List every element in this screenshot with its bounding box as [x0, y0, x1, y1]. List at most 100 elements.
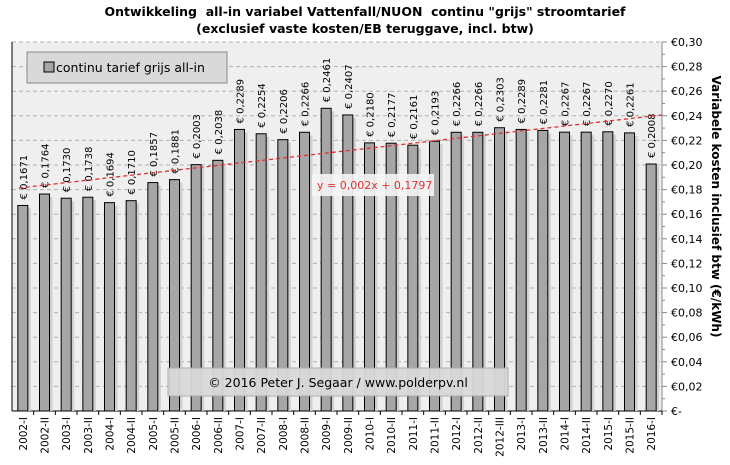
trendline	[18, 114, 663, 189]
data-label: € 0,1738	[84, 147, 95, 192]
y-axis-label: Variabele kosten inclusief btw (€/kWh)	[709, 76, 723, 338]
data-label: € 0,2266	[452, 82, 463, 127]
data-label: € 0,2281	[539, 80, 550, 125]
data-label: € 0,1881	[171, 129, 182, 174]
bar	[234, 128, 245, 412]
y-tick-label: €0,16	[671, 208, 703, 221]
y-tick-label: €0,30	[671, 36, 703, 49]
data-label: € 0,2177	[387, 93, 398, 138]
bar	[17, 204, 29, 412]
x-tick-label: 2007-I	[235, 417, 247, 451]
data-label: € 0,1694	[106, 152, 117, 197]
bar	[364, 142, 375, 412]
x-tick-label: 2011-I	[408, 417, 420, 451]
chart-subtitle: (exclusief vaste kosten/EB teruggave, in…	[196, 21, 534, 36]
data-label: € 0,2180	[366, 92, 377, 137]
x-tick-label: 2010-II	[386, 417, 398, 454]
bar	[125, 200, 137, 412]
bar	[212, 159, 224, 412]
x-tick-label: 2014-I	[560, 417, 572, 451]
y-tick-label: €0,20	[671, 159, 703, 172]
bar	[559, 131, 570, 412]
y-tick-label: €0,14	[671, 233, 703, 246]
legend-label: continu tarief grijs all-in	[56, 60, 205, 75]
x-tick-label: 2015-II	[625, 417, 637, 454]
x-tick-label: 2008-II	[300, 417, 312, 454]
data-label: € 0,2206	[279, 89, 290, 134]
bar	[320, 107, 332, 412]
plot-area	[12, 42, 662, 411]
data-label: € 0,2289	[236, 79, 247, 124]
y-tick-label: €-	[671, 405, 682, 418]
x-tick-label: 2008-I	[278, 417, 290, 451]
data-label: € 0,2303	[496, 77, 507, 122]
bar	[407, 144, 419, 412]
x-tick-label: 2006-I	[191, 417, 203, 451]
bar	[624, 132, 635, 412]
trendline-label-bg	[312, 174, 434, 196]
x-tick-label: 2012-III	[495, 417, 507, 457]
bar	[147, 182, 159, 412]
bar	[255, 133, 267, 412]
copyright-text: © 2016 Peter J. Segaar / www.polderpv.nl	[208, 375, 468, 390]
y-tick-label: €0,02	[671, 380, 703, 393]
x-tick-label: 2009-I	[321, 417, 333, 451]
data-label: € 0,1764	[41, 143, 52, 188]
bar	[82, 196, 94, 412]
y-tick-label: €0,28	[671, 61, 703, 74]
x-tick-label: 2016-I	[646, 417, 658, 451]
y-tick-label: €0,24	[671, 110, 703, 123]
bar	[515, 128, 527, 412]
data-label: € 0,1671	[19, 155, 30, 200]
x-tick-label: 2002-I	[18, 417, 30, 451]
x-tick-label: 2012-I	[451, 417, 463, 451]
data-label: € 0,2254	[257, 83, 268, 128]
data-label: € 0,2008	[647, 113, 658, 158]
data-label: € 0,2407	[344, 64, 355, 109]
copyright-box	[167, 367, 509, 397]
x-tick-label: 2013-I	[516, 417, 528, 451]
data-label: € 0,2289	[517, 79, 528, 124]
x-tick-label: 2009-II	[343, 417, 355, 454]
x-tick-label: 2013-II	[538, 417, 550, 454]
x-tick-label: 2010-I	[365, 417, 377, 451]
data-label: € 0,2461	[322, 58, 333, 103]
legend	[26, 51, 228, 84]
data-label: € 0,2266	[474, 82, 485, 127]
trendline-equation: y = 0,002x + 0,1797	[317, 179, 432, 192]
x-tick-label: 2014-II	[581, 417, 593, 454]
bar	[190, 164, 202, 412]
bar	[602, 131, 614, 412]
data-label: € 0,2038	[214, 110, 225, 155]
data-label: € 0,2261	[626, 82, 637, 127]
bar	[429, 140, 440, 412]
bar	[645, 163, 657, 412]
y-tick-label: €0,18	[671, 184, 703, 197]
bar	[450, 131, 462, 412]
bar	[104, 202, 115, 412]
x-tick-label: 2012-II	[473, 417, 485, 454]
data-label: € 0,2193	[431, 91, 442, 136]
legend-swatch	[43, 61, 55, 73]
data-label: € 0,2267	[582, 82, 593, 127]
x-tick-label: 2002-II	[40, 417, 52, 454]
data-label: € 0,2267	[561, 82, 572, 127]
y-tick-label: €0,26	[671, 85, 703, 98]
x-tick-label: 2011-II	[430, 417, 442, 454]
bar	[60, 197, 72, 412]
bar	[277, 139, 289, 412]
bar	[580, 131, 592, 412]
x-tick-label: 2003-I	[61, 417, 73, 451]
bar	[537, 129, 549, 412]
bar	[385, 142, 397, 412]
y-tick-label: €0,06	[671, 331, 703, 344]
data-label: € 0,2161	[409, 95, 420, 140]
y-tick-label: €0,22	[671, 134, 703, 147]
data-label: € 0,1710	[127, 150, 138, 195]
x-tick-label: 2005-II	[170, 417, 182, 454]
y-tick-label: €0,08	[671, 307, 703, 320]
y-tick-label: €0,04	[671, 356, 703, 369]
data-label: € 0,2266	[301, 82, 312, 127]
x-tick-label: 2015-I	[603, 417, 615, 451]
